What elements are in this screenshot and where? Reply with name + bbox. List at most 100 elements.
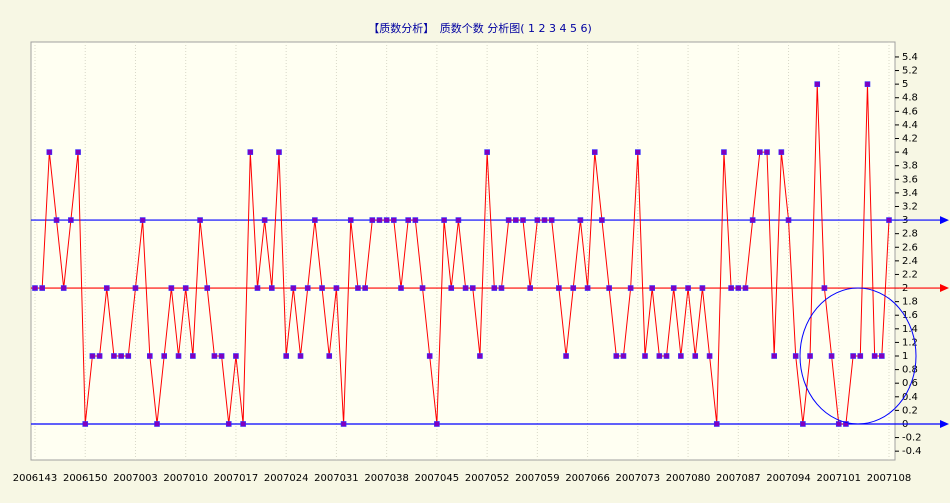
data-point bbox=[771, 353, 777, 359]
data-point bbox=[218, 353, 225, 359]
data-point bbox=[46, 149, 53, 155]
data-point bbox=[398, 285, 404, 291]
data-point bbox=[297, 353, 304, 359]
data-point bbox=[778, 149, 785, 155]
data-point bbox=[75, 149, 81, 155]
y-tick-label: -0.2 bbox=[902, 433, 922, 444]
data-point bbox=[419, 285, 426, 291]
data-point bbox=[570, 285, 577, 291]
data-point bbox=[376, 217, 383, 223]
x-tick-label: 2007052 bbox=[465, 473, 510, 484]
data-point bbox=[843, 421, 849, 427]
data-point bbox=[125, 353, 132, 359]
data-point bbox=[484, 149, 490, 155]
data-point bbox=[728, 285, 734, 291]
y-tick-label: 4.6 bbox=[902, 106, 918, 117]
data-point bbox=[584, 285, 591, 291]
y-tick-label: 0.4 bbox=[902, 392, 918, 403]
data-point bbox=[879, 353, 885, 359]
x-tick-label: 2006143 bbox=[13, 473, 58, 484]
data-point bbox=[89, 353, 96, 359]
data-point bbox=[118, 353, 124, 359]
data-point bbox=[383, 217, 390, 223]
data-point bbox=[663, 353, 670, 359]
x-tick-label: 2007073 bbox=[616, 473, 661, 484]
data-point bbox=[757, 149, 763, 155]
data-point bbox=[276, 149, 282, 155]
x-tick-label: 2007003 bbox=[113, 473, 158, 484]
data-point bbox=[441, 217, 447, 223]
data-point bbox=[735, 285, 742, 291]
data-line bbox=[35, 84, 890, 425]
data-point bbox=[168, 285, 175, 291]
x-tick-label: 2007031 bbox=[314, 473, 359, 484]
data-point bbox=[147, 353, 153, 359]
data-point bbox=[828, 353, 835, 359]
y-tick-label: 4 bbox=[902, 147, 908, 158]
data-point bbox=[312, 217, 318, 223]
y-tick-label: 0.2 bbox=[902, 405, 918, 416]
data-point bbox=[175, 353, 182, 359]
y-tick-label: 2.4 bbox=[902, 256, 918, 267]
data-point bbox=[699, 285, 706, 291]
y-tick-label: 4.4 bbox=[902, 120, 918, 131]
data-point bbox=[290, 285, 297, 291]
data-point bbox=[685, 285, 691, 291]
x-tick-label: 2007101 bbox=[816, 473, 861, 484]
data-point bbox=[591, 149, 598, 155]
data-point bbox=[333, 285, 340, 291]
x-tick-label: 2006150 bbox=[63, 473, 108, 484]
data-point bbox=[391, 217, 397, 223]
data-point bbox=[161, 353, 167, 359]
data-point bbox=[527, 285, 533, 291]
data-point bbox=[620, 353, 627, 359]
data-point bbox=[642, 353, 648, 359]
data-point bbox=[606, 285, 612, 291]
x-tick-label: 2007094 bbox=[766, 473, 811, 484]
data-point bbox=[211, 353, 218, 359]
data-point bbox=[477, 353, 483, 359]
data-point bbox=[513, 217, 519, 223]
data-point bbox=[434, 421, 440, 427]
y-tick-label: 1 bbox=[902, 351, 908, 362]
highlight-circle bbox=[799, 287, 917, 425]
data-point bbox=[627, 285, 634, 291]
data-point bbox=[864, 81, 871, 87]
data-point bbox=[283, 353, 289, 359]
data-point bbox=[103, 285, 110, 291]
data-point bbox=[369, 217, 376, 223]
data-point bbox=[261, 217, 268, 223]
data-point bbox=[82, 421, 89, 427]
data-point bbox=[835, 421, 842, 427]
data-point bbox=[412, 217, 419, 223]
data-point bbox=[469, 285, 476, 291]
y-tick-label: 2.2 bbox=[902, 269, 918, 280]
data-point bbox=[792, 353, 799, 359]
data-point bbox=[304, 285, 311, 291]
data-point bbox=[814, 81, 821, 87]
data-point bbox=[190, 353, 196, 359]
data-point bbox=[60, 285, 67, 291]
data-point bbox=[247, 149, 254, 155]
x-tick-label: 2007024 bbox=[264, 473, 309, 484]
data-point bbox=[498, 285, 505, 291]
data-point bbox=[39, 285, 45, 291]
data-point bbox=[656, 353, 663, 359]
y-tick-label: 3.8 bbox=[902, 161, 918, 172]
y-tick-label: 3.6 bbox=[902, 174, 918, 185]
data-point bbox=[649, 285, 655, 291]
data-point bbox=[800, 421, 806, 427]
data-point bbox=[678, 353, 684, 359]
data-point bbox=[577, 217, 584, 223]
reference-arrow bbox=[940, 419, 949, 428]
x-tick-label: 2007066 bbox=[565, 473, 610, 484]
data-point bbox=[857, 353, 864, 359]
data-point bbox=[563, 353, 569, 359]
x-tick-label: 2007038 bbox=[364, 473, 409, 484]
data-point bbox=[556, 285, 562, 291]
data-point bbox=[154, 421, 160, 427]
data-point bbox=[182, 285, 189, 291]
y-tick-label: 2.6 bbox=[902, 242, 918, 253]
